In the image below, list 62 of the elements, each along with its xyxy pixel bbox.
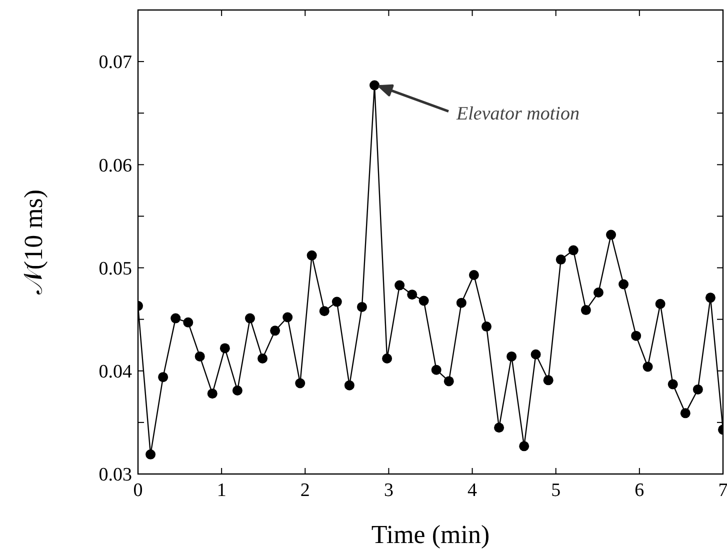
point: [556, 254, 566, 265]
point: [382, 354, 392, 364]
y-tick-label: 0.03: [98, 464, 132, 486]
point: [580, 305, 591, 316]
point: [295, 378, 306, 388]
point: [319, 306, 330, 316]
y-axis-title: 𝒩(10 ms): [19, 189, 48, 295]
point: [220, 343, 230, 354]
point: [680, 408, 690, 418]
point: [394, 280, 405, 290]
point: [332, 296, 342, 307]
point: [618, 279, 629, 290]
annotation: Elevator motion: [456, 103, 580, 124]
y-tick-label: 0.05: [98, 258, 132, 280]
x-tick-label: 5: [551, 480, 561, 501]
point: [568, 245, 578, 256]
point: [431, 364, 442, 375]
point: [705, 292, 716, 303]
point: [270, 326, 280, 336]
x-tick-label: 7: [718, 480, 727, 501]
point: [232, 385, 242, 396]
x-axis-title: Time (min): [371, 520, 490, 549]
x-tick-label: 1: [216, 480, 226, 501]
point: [282, 312, 293, 322]
point: [258, 354, 268, 364]
point: [506, 351, 517, 362]
point: [692, 384, 703, 394]
point: [370, 80, 380, 90]
y-tick-label: 0.06: [98, 155, 132, 176]
point: [146, 449, 156, 460]
point: [631, 330, 642, 341]
point: [356, 302, 367, 312]
x-tick-label: 6: [634, 480, 644, 501]
point: [344, 380, 354, 390]
point: [194, 351, 205, 362]
point: [158, 372, 168, 382]
point: [444, 376, 454, 386]
point: [468, 270, 479, 280]
point: [519, 441, 530, 452]
point: [407, 290, 418, 300]
x-tick-label: 0: [133, 480, 143, 501]
point: [183, 317, 194, 328]
x-tick-label: 4: [468, 480, 478, 501]
point: [655, 298, 666, 309]
point: [642, 362, 653, 372]
x-tick-label: 3: [384, 480, 394, 501]
point: [543, 375, 554, 386]
point: [207, 388, 218, 399]
y-tick-label: 0.07: [98, 52, 132, 74]
point: [306, 250, 317, 260]
point: [593, 288, 604, 298]
point: [418, 296, 429, 306]
x-tick-label: 2: [300, 480, 310, 501]
point: [170, 313, 181, 324]
point: [530, 349, 541, 360]
point: [456, 298, 466, 308]
point: [606, 230, 616, 240]
point: [244, 313, 255, 324]
point: [668, 379, 678, 390]
y-tick-label: 0.04: [98, 362, 132, 383]
point: [481, 322, 492, 332]
point: [494, 422, 504, 433]
